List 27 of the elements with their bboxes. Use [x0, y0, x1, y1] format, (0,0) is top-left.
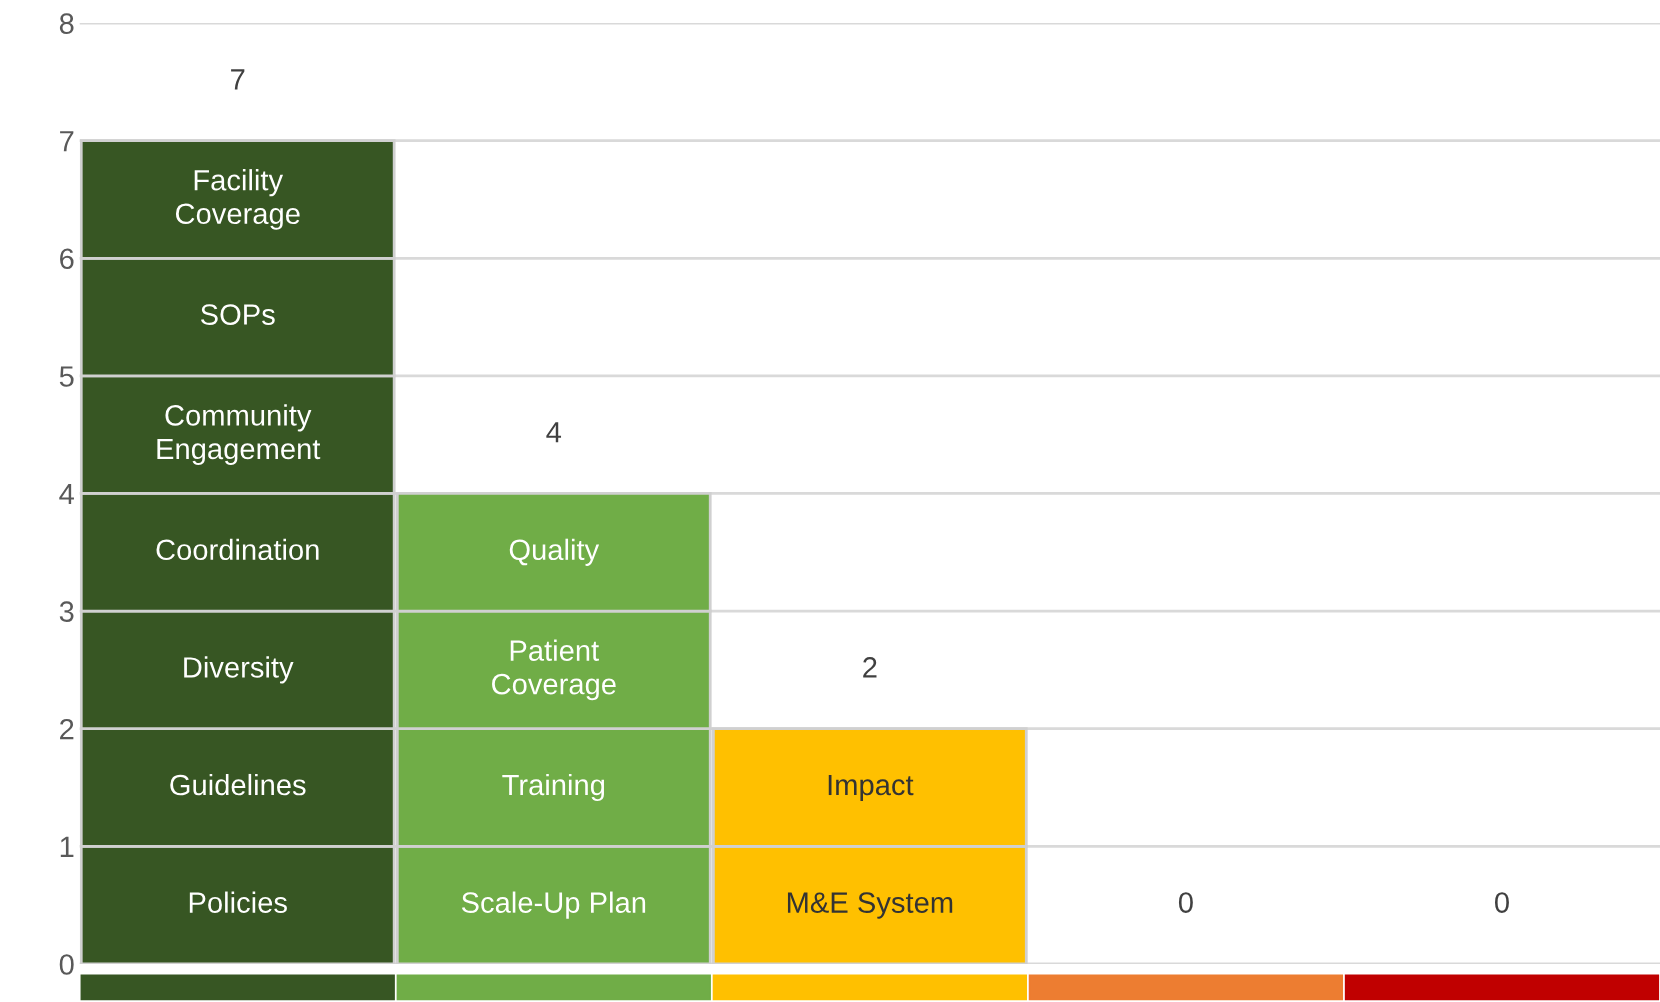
y-tick-label: 3: [59, 601, 74, 622]
total-label: 4: [546, 422, 562, 443]
y-tick-label: 8: [59, 13, 74, 34]
y-tick-label: 4: [59, 483, 74, 505]
data-label: Diversity: [184, 656, 294, 684]
y-tick-label: 1: [60, 836, 74, 857]
y-tick-label: 5: [59, 366, 74, 387]
y-tick-label: 7: [60, 131, 74, 152]
data-label: Quality: [509, 538, 600, 566]
data-label: Policies: [189, 891, 287, 913]
y-tick-label: 0: [59, 954, 74, 975]
data-label: Guidelines: [170, 773, 306, 796]
data-label: Impact: [828, 774, 914, 802]
text: 0: [1495, 892, 1509, 913]
y-tick-label: 2: [60, 718, 74, 740]
data-label: SOPs: [200, 304, 275, 325]
data-label: Patient Coverage: [492, 639, 616, 701]
y-tick-label: 6: [60, 248, 74, 270]
data-label: Coordination: [156, 538, 319, 561]
data-label: Facility Coverage: [175, 169, 300, 230]
data-label: Community Engagement: [157, 404, 321, 466]
text: 0: [1178, 892, 1193, 913]
data-label: Training: [502, 773, 605, 802]
total-label: 2: [863, 657, 877, 678]
total-label: 7: [231, 69, 245, 90]
data-label: M&E System: [787, 892, 953, 919]
data-label: Scale-Up Plan: [461, 891, 646, 919]
